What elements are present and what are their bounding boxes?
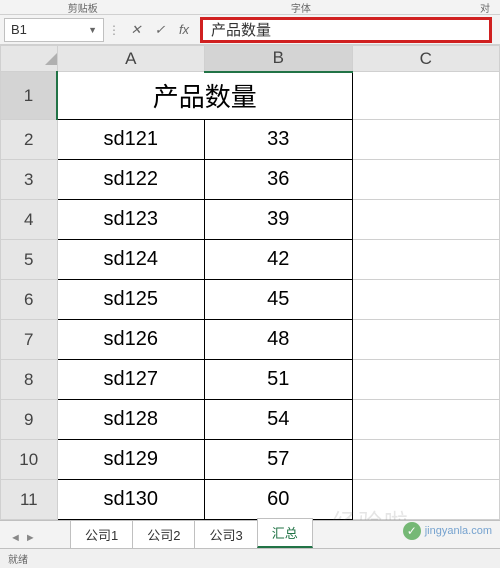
column-header-a[interactable]: A (57, 46, 204, 72)
formula-separator: ⋮ (104, 23, 124, 37)
row-header-5[interactable]: 5 (1, 240, 58, 280)
formula-bar: B1 ▼ ⋮ ✕ ✓ fx 产品数量 (0, 15, 500, 45)
cell-a9[interactable]: sd128 (57, 400, 204, 440)
name-box-value: B1 (11, 22, 27, 37)
tab-nav-next-icon[interactable]: ► (25, 532, 36, 544)
column-header-c[interactable]: C (352, 46, 500, 72)
cell-a8[interactable]: sd127 (57, 360, 204, 400)
row-header-2[interactable]: 2 (1, 120, 58, 160)
cell-b9[interactable]: 54 (205, 400, 352, 440)
cell-b4[interactable]: 39 (205, 200, 352, 240)
clipboard-section-label: 剪贴板 (10, 0, 155, 15)
cell-c8[interactable] (352, 360, 500, 400)
sheet-tab-1[interactable]: 公司1 (70, 520, 133, 548)
cell-b8[interactable]: 51 (205, 360, 352, 400)
cell-b5[interactable]: 42 (205, 240, 352, 280)
cell-a4[interactable]: sd123 (57, 200, 204, 240)
cell-a5[interactable]: sd124 (57, 240, 204, 280)
cell-b11[interactable]: 60 (205, 480, 352, 520)
ribbon-section-labels: 剪贴板 字体 对 (0, 0, 500, 15)
status-ready: 就绪 (8, 555, 28, 566)
sheet-tab-summary[interactable]: 汇总 (257, 518, 313, 548)
grid-table: A B C 1 产品数量 2 sd121 33 3 sd122 36 4 sd1… (0, 45, 500, 520)
column-header-b[interactable]: B (205, 46, 352, 72)
cancel-icon[interactable]: ✕ (124, 22, 148, 38)
cell-c5[interactable] (352, 240, 500, 280)
cell-c4[interactable] (352, 200, 500, 240)
row-header-8[interactable]: 8 (1, 360, 58, 400)
row-header-11[interactable]: 11 (1, 480, 58, 520)
enter-icon[interactable]: ✓ (148, 22, 172, 38)
cell-c6[interactable] (352, 280, 500, 320)
status-bar: 就绪 (0, 548, 500, 568)
cell-a3[interactable]: sd122 (57, 160, 204, 200)
row-header-7[interactable]: 7 (1, 320, 58, 360)
cell-b2[interactable]: 33 (205, 120, 352, 160)
cell-c1[interactable] (352, 72, 500, 120)
fx-icon[interactable]: fx (172, 22, 196, 37)
watermark-check-icon: ✓ (403, 522, 421, 540)
row-header-6[interactable]: 6 (1, 280, 58, 320)
watermark-text: jingyanla.com (425, 525, 492, 537)
name-box-dropdown-icon[interactable]: ▼ (88, 25, 97, 35)
name-box[interactable]: B1 ▼ (4, 18, 104, 42)
tab-nav-prev-icon[interactable]: ◄ (10, 532, 21, 544)
cell-b10[interactable]: 57 (205, 440, 352, 480)
cell-a7[interactable]: sd126 (57, 320, 204, 360)
cell-c10[interactable] (352, 440, 500, 480)
cell-b3[interactable]: 36 (205, 160, 352, 200)
font-section-label: 字体 (155, 0, 446, 15)
row-header-4[interactable]: 4 (1, 200, 58, 240)
formula-input[interactable]: 产品数量 (211, 19, 271, 40)
row-header-1[interactable]: 1 (1, 72, 58, 120)
select-all-corner[interactable] (1, 46, 58, 72)
spreadsheet-grid: A B C 1 产品数量 2 sd121 33 3 sd122 36 4 sd1… (0, 45, 500, 520)
cell-c2[interactable] (352, 120, 500, 160)
sheet-tab-2[interactable]: 公司2 (132, 520, 195, 548)
cell-c7[interactable] (352, 320, 500, 360)
cell-a6[interactable]: sd125 (57, 280, 204, 320)
merged-title-cell[interactable]: 产品数量 (57, 72, 352, 120)
formula-input-highlight: 产品数量 (200, 17, 492, 43)
cell-b6[interactable]: 45 (205, 280, 352, 320)
tab-nav-arrows[interactable]: ◄ ► (10, 532, 36, 544)
row-header-3[interactable]: 3 (1, 160, 58, 200)
watermark: ✓ jingyanla.com (403, 522, 492, 540)
row-header-9[interactable]: 9 (1, 400, 58, 440)
sheet-tab-3[interactable]: 公司3 (194, 520, 257, 548)
cell-a10[interactable]: sd129 (57, 440, 204, 480)
cell-c9[interactable] (352, 400, 500, 440)
cell-a2[interactable]: sd121 (57, 120, 204, 160)
row-header-10[interactable]: 10 (1, 440, 58, 480)
cell-c3[interactable] (352, 160, 500, 200)
cell-a11[interactable]: sd130 (57, 480, 204, 520)
align-section-label: 对 (446, 0, 490, 15)
cell-b7[interactable]: 48 (205, 320, 352, 360)
